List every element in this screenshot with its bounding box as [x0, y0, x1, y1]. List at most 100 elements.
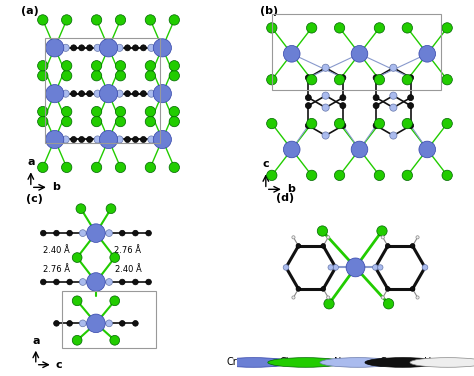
Circle shape	[169, 15, 180, 25]
Circle shape	[115, 162, 126, 173]
Circle shape	[374, 170, 384, 180]
Text: a: a	[32, 336, 39, 346]
Circle shape	[169, 162, 180, 173]
Circle shape	[62, 90, 69, 97]
Circle shape	[305, 95, 311, 101]
Circle shape	[115, 71, 126, 81]
Circle shape	[305, 103, 311, 109]
Circle shape	[72, 253, 82, 262]
Circle shape	[373, 265, 378, 270]
Circle shape	[79, 45, 85, 51]
Circle shape	[79, 136, 85, 143]
Circle shape	[54, 279, 59, 285]
Circle shape	[419, 45, 436, 62]
Circle shape	[266, 170, 277, 180]
Circle shape	[37, 162, 48, 173]
Circle shape	[416, 236, 419, 239]
Circle shape	[76, 204, 86, 214]
Circle shape	[351, 45, 368, 62]
Circle shape	[46, 130, 64, 149]
Circle shape	[91, 106, 102, 117]
Circle shape	[116, 90, 123, 97]
Text: b: b	[287, 184, 295, 194]
Circle shape	[145, 61, 155, 71]
Circle shape	[408, 95, 414, 101]
Bar	[272, 14, 441, 89]
Circle shape	[283, 45, 300, 62]
Circle shape	[100, 85, 118, 103]
Circle shape	[87, 91, 92, 97]
Circle shape	[71, 91, 77, 97]
Circle shape	[373, 75, 379, 81]
Circle shape	[40, 230, 46, 236]
Circle shape	[140, 136, 146, 143]
Circle shape	[169, 106, 180, 117]
Circle shape	[340, 103, 346, 109]
Circle shape	[410, 287, 415, 291]
Circle shape	[146, 230, 151, 236]
Circle shape	[87, 314, 105, 333]
Bar	[45, 38, 160, 144]
Circle shape	[283, 141, 300, 158]
Circle shape	[374, 118, 384, 129]
Circle shape	[37, 15, 48, 25]
Circle shape	[132, 45, 138, 51]
Circle shape	[145, 15, 155, 25]
Circle shape	[374, 23, 384, 33]
Circle shape	[333, 265, 338, 270]
Circle shape	[100, 39, 118, 57]
Circle shape	[71, 136, 77, 143]
Circle shape	[408, 103, 414, 109]
Circle shape	[334, 170, 345, 180]
Circle shape	[442, 170, 452, 180]
Circle shape	[119, 320, 125, 326]
Circle shape	[115, 61, 126, 71]
Text: 2.76 Å: 2.76 Å	[114, 247, 141, 255]
Text: Cl: Cl	[280, 357, 289, 367]
Circle shape	[148, 44, 155, 52]
Circle shape	[383, 299, 394, 309]
Circle shape	[307, 170, 317, 180]
Circle shape	[62, 71, 72, 81]
Circle shape	[125, 91, 130, 97]
Circle shape	[87, 273, 105, 291]
Circle shape	[327, 296, 330, 299]
Circle shape	[381, 296, 384, 299]
Circle shape	[71, 45, 77, 51]
Circle shape	[145, 117, 155, 127]
Circle shape	[410, 358, 474, 367]
Circle shape	[340, 75, 346, 81]
Circle shape	[373, 123, 379, 129]
Circle shape	[106, 230, 112, 237]
Circle shape	[321, 244, 326, 248]
Text: Cr: Cr	[226, 357, 237, 367]
Circle shape	[385, 287, 390, 291]
Circle shape	[402, 23, 412, 33]
Circle shape	[351, 141, 368, 158]
Circle shape	[419, 141, 436, 158]
Circle shape	[91, 71, 102, 81]
Circle shape	[62, 117, 72, 127]
Circle shape	[54, 230, 59, 236]
Circle shape	[266, 74, 277, 85]
Circle shape	[266, 23, 277, 33]
Circle shape	[378, 265, 383, 270]
Text: (a): (a)	[21, 6, 38, 16]
Circle shape	[442, 118, 452, 129]
Circle shape	[322, 104, 329, 111]
Circle shape	[410, 244, 415, 248]
Circle shape	[133, 320, 138, 326]
Circle shape	[37, 106, 48, 117]
Circle shape	[67, 320, 73, 326]
Circle shape	[402, 170, 412, 180]
Text: 2.40 Å: 2.40 Å	[43, 247, 70, 255]
Circle shape	[110, 335, 119, 345]
Circle shape	[79, 91, 85, 97]
Circle shape	[106, 279, 112, 285]
Circle shape	[374, 74, 384, 85]
Circle shape	[148, 136, 155, 143]
Circle shape	[377, 226, 387, 236]
Circle shape	[119, 279, 125, 285]
Circle shape	[305, 123, 311, 129]
Circle shape	[390, 64, 397, 71]
